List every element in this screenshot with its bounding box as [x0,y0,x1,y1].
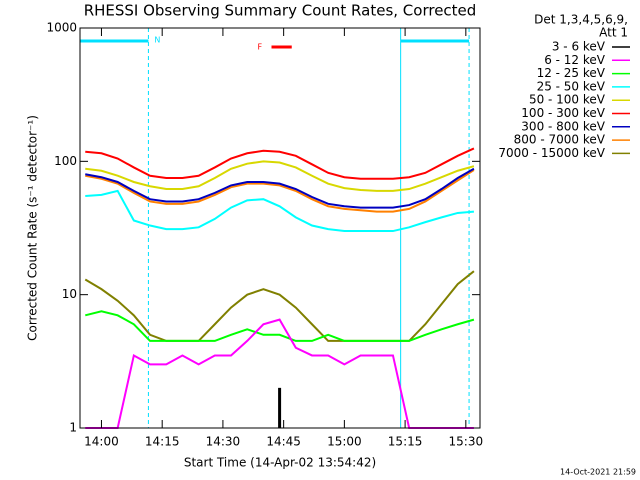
y-axis-label: Corrected Count Rate (s⁻¹ detector⁻¹) [26,115,40,341]
x-tick-label: 14:15 [145,435,180,449]
series-line [84,270,475,342]
x-tick-label: 14:30 [206,435,241,449]
legend-label: 800 - 7000 keV [514,133,606,147]
legend-label: 50 - 100 keV [529,93,606,107]
series-line [85,169,475,213]
x-tick-label: 14:00 [84,435,119,449]
series-line [85,147,475,180]
x-tick-label: 15:30 [449,435,484,449]
x-tick-label: 15:15 [388,435,423,449]
legend-label: 100 - 300 keV [521,106,605,120]
legend-label: 6 - 12 keV [544,53,606,67]
plot-frame [79,27,481,429]
series-line [85,310,475,342]
y-tick-label: 100 [54,154,77,168]
chart-title: RHESSI Observing Summary Count Rates, Co… [84,2,477,20]
legend-header: Att 1 [599,26,628,40]
legend-label: 12 - 25 keV [537,66,606,80]
legend-label: 7000 - 15000 keV [498,146,605,160]
y-tick-label: 1000 [46,21,77,35]
series-line [85,189,475,233]
series-line [85,167,475,209]
series-line [85,160,475,192]
legend-label: 3 - 6 keV [552,40,606,54]
night-label: N [154,36,160,45]
y-tick-label: 1 [69,421,77,435]
x-axis-label: Start Time (14-Apr-02 13:54:42) [184,456,376,470]
y-tick-label: 10 [62,287,77,301]
footer: 14-Oct-2021 21:59 [560,468,636,477]
legend-label: 25 - 50 keV [537,79,606,93]
x-tick-label: 15:00 [327,435,362,449]
legend-header: Det 1,3,4,5,6,9, [534,13,628,27]
legend-label: 300 - 800 keV [521,119,605,133]
x-tick-label: 14:45 [266,435,301,449]
flare-label: F [257,43,262,52]
